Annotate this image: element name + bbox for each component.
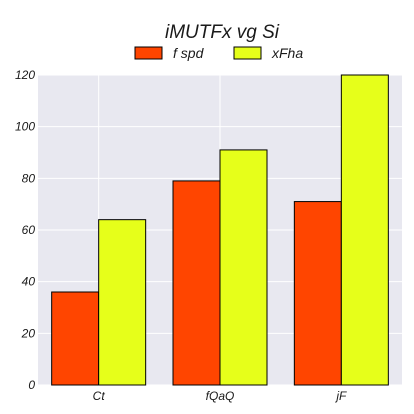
- bar-f-spd-fQaQ: [172, 180, 221, 386]
- bar-xFha-fQaQ: [219, 149, 268, 386]
- legend-label: f spd: [173, 45, 205, 61]
- bar-xFha-jF: [340, 74, 389, 386]
- legend-swatch: [134, 46, 163, 60]
- legend-swatch: [233, 46, 262, 60]
- bar-f-spd-Ct: [51, 291, 100, 386]
- y-tick-label: 120: [15, 68, 35, 82]
- x-axis-ticks: Ct fQaQ jF: [93, 389, 347, 403]
- bar-xFha-Ct: [98, 219, 147, 386]
- x-tick-label: fQaQ: [206, 389, 235, 403]
- y-tick-label: 100: [15, 120, 35, 134]
- bar-f-spd-jF: [293, 201, 342, 386]
- y-tick-label: 80: [22, 171, 36, 185]
- chart-title: iMUTFx vg Si: [165, 22, 280, 43]
- y-tick-label: 0: [28, 378, 35, 392]
- y-tick-label: 20: [21, 326, 36, 340]
- legend: f spd xFha: [134, 45, 303, 61]
- bars: [51, 74, 389, 386]
- x-tick-label: Ct: [93, 389, 106, 403]
- y-tick-label: 60: [22, 223, 36, 237]
- legend-label: xFha: [271, 45, 303, 61]
- x-tick-label: jF: [334, 389, 347, 403]
- y-tick-label: 40: [22, 275, 36, 289]
- y-axis-ticks: 0 20 40 60 80 100 120: [15, 68, 35, 392]
